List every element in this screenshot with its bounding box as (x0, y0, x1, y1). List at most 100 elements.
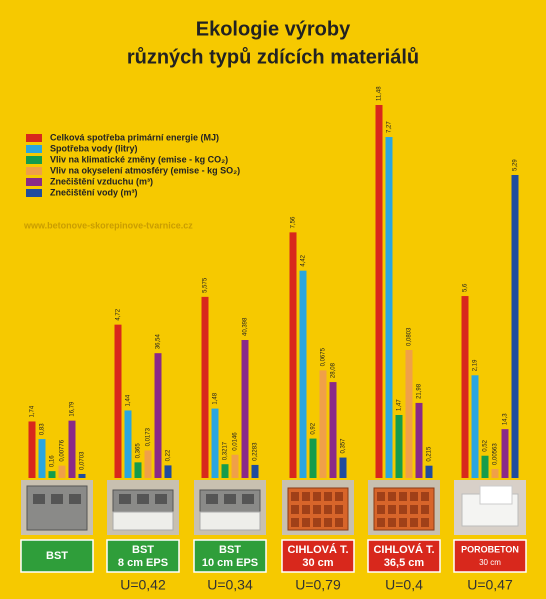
bar (164, 465, 172, 478)
value-label: 0,365 (136, 443, 142, 459)
hole (291, 505, 299, 514)
bar (68, 420, 76, 478)
material-image (454, 480, 526, 535)
hole (377, 505, 385, 514)
hole (302, 505, 310, 514)
hole (324, 518, 332, 527)
hole (399, 505, 407, 514)
hole (421, 518, 429, 527)
legend-label: Znečištění vzduchu (m³) (50, 176, 153, 186)
hole (313, 505, 321, 514)
bar (511, 175, 519, 478)
source: www.betonove-skorepinove-tvarnice.cz (23, 220, 193, 230)
value-label: 0,3217 (223, 441, 229, 460)
hole (302, 518, 310, 527)
bar (481, 455, 489, 478)
hole (33, 494, 45, 504)
hole (388, 492, 396, 501)
eps (199, 511, 261, 531)
value-label: 2,19 (473, 359, 479, 371)
bar (78, 473, 86, 478)
block (479, 485, 513, 505)
value-label: 21,98 (417, 383, 423, 399)
material-image (107, 480, 179, 535)
value-label: 0,52 (483, 439, 489, 451)
category-label: POROBETON (461, 544, 519, 554)
bar (114, 324, 122, 478)
u-value: U=0,34 (207, 577, 253, 593)
legend-label: Celková spotřeba primární energie (MJ) (50, 132, 219, 142)
category-label: CIHLOVÁ T. (373, 543, 434, 556)
value-label: 1,74 (30, 405, 36, 417)
category-detail: 30 cm (302, 557, 333, 569)
value-label: 0,0803 (407, 327, 413, 346)
value-label: 7,27 (387, 121, 393, 133)
hole (335, 492, 343, 501)
hole (377, 518, 385, 527)
chart-title: různých typů zdících materiálů (127, 46, 419, 68)
u-value: U=0,42 (120, 577, 166, 593)
bar (38, 439, 46, 478)
bar (329, 382, 337, 478)
hole (388, 518, 396, 527)
category-label: BST (132, 544, 154, 556)
bar (231, 454, 239, 478)
bar (491, 469, 499, 478)
bar (395, 415, 403, 478)
legend-swatch (26, 145, 42, 153)
bar (471, 375, 479, 478)
hole (155, 494, 167, 504)
bar (415, 402, 423, 478)
category-detail: 10 cm EPS (202, 557, 258, 569)
hole (242, 494, 254, 504)
value-label: 1,48 (213, 392, 219, 404)
value-label: 40,398 (243, 317, 249, 336)
material-image (194, 480, 266, 535)
chart-title: Ekologie výroby (196, 18, 351, 40)
legend-label: Znečištění vody (m³) (50, 187, 138, 197)
u-value: U=0,47 (467, 577, 513, 593)
value-label: 16,79 (70, 401, 76, 417)
category-detail: 30 cm (479, 558, 501, 567)
bar (221, 464, 229, 478)
category-label: CIHLOVÁ T. (287, 543, 348, 556)
value-label: 1,47 (397, 399, 403, 411)
bar (251, 464, 259, 478)
value-label: 5,29 (513, 159, 519, 171)
bar (124, 410, 132, 478)
hole (410, 518, 418, 527)
bar (144, 450, 152, 478)
value-label: 0,0675 (321, 347, 327, 366)
value-label: 0,0173 (146, 427, 152, 446)
bar (211, 408, 219, 478)
hole (335, 518, 343, 527)
legend-label: Vliv na okyselení atmosféry (emise - kg … (50, 165, 240, 175)
category-detail: 8 cm EPS (118, 557, 168, 569)
hole (224, 494, 236, 504)
hole (119, 494, 131, 504)
legend-label: Vliv na klimatické změny (emise - kg CO₂… (50, 154, 228, 164)
hole (421, 492, 429, 501)
legend-swatch (26, 189, 42, 197)
bar (289, 232, 297, 478)
bar (309, 438, 317, 478)
value-label: 4,72 (116, 308, 122, 320)
hole (399, 492, 407, 501)
value-label: 36,54 (156, 334, 162, 350)
bar (405, 350, 413, 478)
value-label: 0,357 (341, 438, 347, 454)
hole (69, 494, 81, 504)
category-label: BST (46, 550, 68, 562)
bar (58, 465, 66, 478)
hole (377, 492, 385, 501)
hole (291, 518, 299, 527)
label-box (193, 539, 267, 573)
value-label: 5,6 (463, 283, 469, 292)
hole (313, 492, 321, 501)
hole (51, 494, 63, 504)
bar (385, 137, 393, 478)
value-label: 0,22 (166, 449, 172, 461)
hole (313, 518, 321, 527)
hole (399, 518, 407, 527)
